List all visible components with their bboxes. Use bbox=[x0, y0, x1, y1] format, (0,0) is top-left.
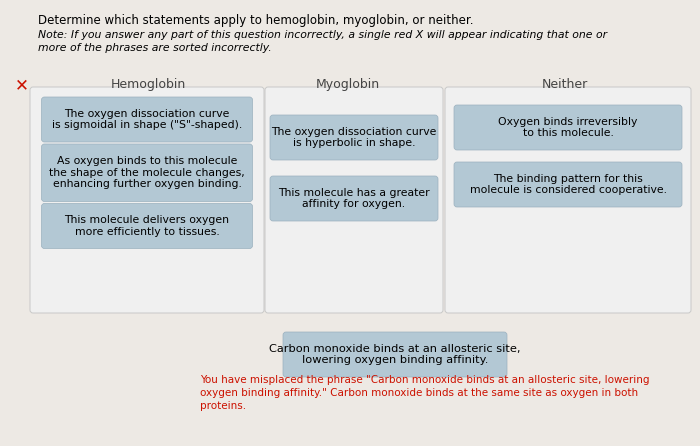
FancyBboxPatch shape bbox=[41, 144, 253, 202]
FancyBboxPatch shape bbox=[454, 105, 682, 150]
FancyBboxPatch shape bbox=[41, 97, 253, 142]
Text: Oxygen binds irreversibly
to this molecule.: Oxygen binds irreversibly to this molecu… bbox=[498, 117, 638, 138]
FancyBboxPatch shape bbox=[270, 176, 438, 221]
Text: The oxygen dissociation curve
is sigmoidal in shape ("S"-shaped).: The oxygen dissociation curve is sigmoid… bbox=[52, 109, 242, 130]
Text: ✕: ✕ bbox=[15, 76, 29, 94]
Text: Note: If you answer any part of this question incorrectly, a single red X will a: Note: If you answer any part of this que… bbox=[38, 30, 607, 40]
FancyBboxPatch shape bbox=[454, 162, 682, 207]
FancyBboxPatch shape bbox=[270, 115, 438, 160]
Text: You have misplaced the phrase "Carbon monoxide binds at an allosteric site, lowe: You have misplaced the phrase "Carbon mo… bbox=[200, 375, 650, 385]
Text: Carbon monoxide binds at an allosteric site,
lowering oxygen binding affinity.: Carbon monoxide binds at an allosteric s… bbox=[270, 344, 521, 365]
Text: Determine which statements apply to hemoglobin, myoglobin, or neither.: Determine which statements apply to hemo… bbox=[38, 14, 473, 27]
Text: Neither: Neither bbox=[542, 78, 588, 91]
FancyBboxPatch shape bbox=[283, 332, 507, 377]
Text: proteins.: proteins. bbox=[200, 401, 246, 411]
Text: This molecule delivers oxygen
more efficiently to tissues.: This molecule delivers oxygen more effic… bbox=[64, 215, 230, 237]
FancyBboxPatch shape bbox=[445, 87, 691, 313]
FancyBboxPatch shape bbox=[41, 203, 253, 248]
Text: oxygen binding affinity." Carbon monoxide binds at the same site as oxygen in bo: oxygen binding affinity." Carbon monoxid… bbox=[200, 388, 638, 398]
Text: The binding pattern for this
molecule is considered cooperative.: The binding pattern for this molecule is… bbox=[470, 173, 666, 195]
Text: This molecule has a greater
affinity for oxygen.: This molecule has a greater affinity for… bbox=[278, 188, 430, 209]
Text: Hemoglobin: Hemoglobin bbox=[111, 78, 186, 91]
Text: more of the phrases are sorted incorrectly.: more of the phrases are sorted incorrect… bbox=[38, 43, 272, 53]
FancyBboxPatch shape bbox=[30, 87, 264, 313]
Text: The oxygen dissociation curve
is hyperbolic in shape.: The oxygen dissociation curve is hyperbo… bbox=[272, 127, 437, 149]
Text: Myoglobin: Myoglobin bbox=[316, 78, 380, 91]
Text: As oxygen binds to this molecule
the shape of the molecule changes,
enhancing fu: As oxygen binds to this molecule the sha… bbox=[49, 156, 245, 190]
FancyBboxPatch shape bbox=[265, 87, 443, 313]
